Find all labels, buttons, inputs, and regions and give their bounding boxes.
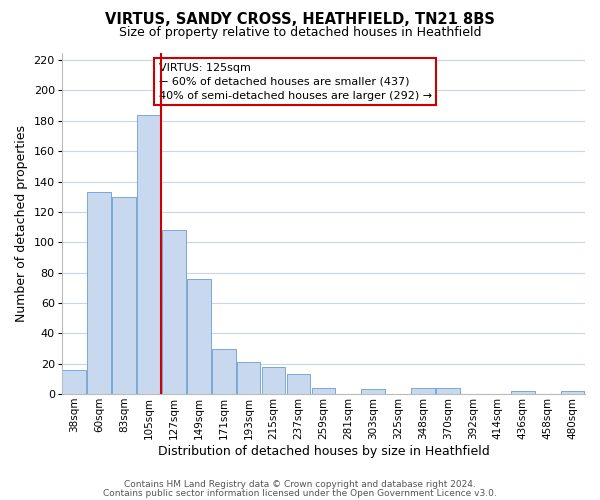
Bar: [137, 114, 161, 394]
X-axis label: Distribution of detached houses by size in Heathfield: Distribution of detached houses by size …: [157, 444, 489, 458]
Bar: [436, 388, 460, 394]
Text: Contains HM Land Registry data © Crown copyright and database right 2024.: Contains HM Land Registry data © Crown c…: [124, 480, 476, 489]
Bar: [561, 391, 584, 394]
Bar: [187, 278, 211, 394]
Text: Contains public sector information licensed under the Open Government Licence v3: Contains public sector information licen…: [103, 488, 497, 498]
Bar: [411, 388, 435, 394]
Bar: [87, 192, 111, 394]
Bar: [237, 362, 260, 394]
Text: Size of property relative to detached houses in Heathfield: Size of property relative to detached ho…: [119, 26, 481, 39]
Y-axis label: Number of detached properties: Number of detached properties: [15, 125, 28, 322]
Bar: [511, 391, 535, 394]
Bar: [162, 230, 186, 394]
Text: VIRTUS: 125sqm
← 60% of detached houses are smaller (437)
40% of semi-detached h: VIRTUS: 125sqm ← 60% of detached houses …: [158, 62, 431, 100]
Bar: [112, 196, 136, 394]
Bar: [287, 374, 310, 394]
Bar: [311, 388, 335, 394]
Bar: [62, 370, 86, 394]
Text: VIRTUS, SANDY CROSS, HEATHFIELD, TN21 8BS: VIRTUS, SANDY CROSS, HEATHFIELD, TN21 8B…: [105, 12, 495, 28]
Bar: [262, 366, 286, 394]
Bar: [212, 348, 236, 394]
Bar: [361, 390, 385, 394]
